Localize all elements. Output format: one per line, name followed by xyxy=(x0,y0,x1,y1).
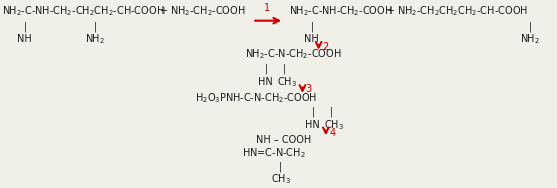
Text: NH: NH xyxy=(17,34,31,45)
Text: 2: 2 xyxy=(322,42,328,52)
Text: NH$_2$-C-N-CH$_2$-COOH: NH$_2$-C-N-CH$_2$-COOH xyxy=(245,48,341,61)
Text: + NH$_2$-CH$_2$-COOH: + NH$_2$-CH$_2$-COOH xyxy=(159,4,246,18)
Text: |: | xyxy=(312,107,315,117)
Text: 4: 4 xyxy=(329,127,335,138)
Text: |: | xyxy=(283,63,286,74)
Text: |: | xyxy=(529,21,532,32)
Text: |: | xyxy=(23,21,27,32)
Text: 1: 1 xyxy=(264,2,270,13)
Text: NH$_2$-C-NH-CH$_2$-CH$_2$CH$_2$-CH-COOH: NH$_2$-C-NH-CH$_2$-CH$_2$CH$_2$-CH-COOH xyxy=(2,4,164,18)
Text: CH$_3$: CH$_3$ xyxy=(277,75,297,89)
Text: H$_2$O$_3$PNH-C-N-CH$_2$-COOH: H$_2$O$_3$PNH-C-N-CH$_2$-COOH xyxy=(195,91,317,105)
Text: CH$_3$: CH$_3$ xyxy=(271,173,291,186)
Text: NH$_2$-C-NH-CH$_2$-COOH: NH$_2$-C-NH-CH$_2$-COOH xyxy=(289,4,392,18)
Text: |: | xyxy=(330,107,333,117)
Text: |: | xyxy=(278,161,282,172)
Text: NH: NH xyxy=(304,34,319,45)
Text: HN: HN xyxy=(305,120,320,130)
Text: |: | xyxy=(311,21,314,32)
Text: + NH$_2$-CH$_2$CH$_2$CH$_2$-CH-COOH: + NH$_2$-CH$_2$CH$_2$CH$_2$-CH-COOH xyxy=(386,4,528,18)
Text: |: | xyxy=(94,21,97,32)
Text: |: | xyxy=(265,63,268,74)
Text: CH$_3$: CH$_3$ xyxy=(324,118,344,132)
Text: NH$_2$: NH$_2$ xyxy=(520,33,540,46)
Text: HN=C-N-CH$_2$: HN=C-N-CH$_2$ xyxy=(242,146,305,160)
Text: 3: 3 xyxy=(306,84,312,94)
Text: NH$_2$: NH$_2$ xyxy=(85,33,105,46)
Text: HN: HN xyxy=(258,77,273,87)
Text: NH – COOH: NH – COOH xyxy=(256,135,311,145)
